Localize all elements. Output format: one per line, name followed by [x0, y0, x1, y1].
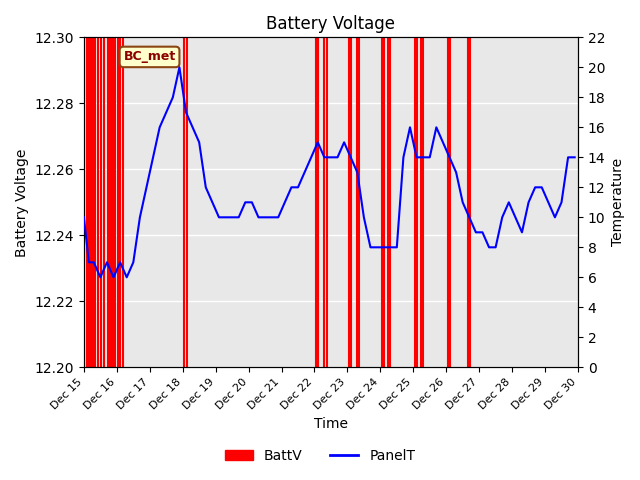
Title: Battery Voltage: Battery Voltage: [266, 15, 396, 33]
Y-axis label: Battery Voltage: Battery Voltage: [15, 148, 29, 256]
Y-axis label: Temperature: Temperature: [611, 158, 625, 246]
X-axis label: Time: Time: [314, 418, 348, 432]
Text: BC_met: BC_met: [124, 50, 175, 63]
Legend: BattV, PanelT: BattV, PanelT: [220, 443, 420, 468]
